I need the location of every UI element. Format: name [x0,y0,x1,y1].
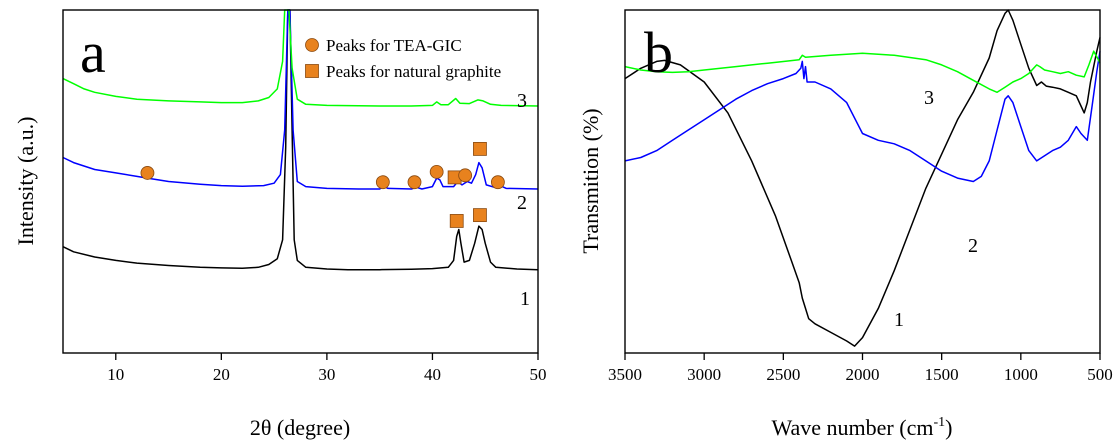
panel-b-series-label-2: 2 [968,235,978,257]
panel-a-x-tick-label: 50 [530,365,547,384]
panel-b-x-tick-label: 2000 [846,365,880,384]
panel-b-y-axis-label: Transmition (%) [578,108,603,253]
panel-b-x-axis-label-close: ) [945,415,952,440]
panel-a-series-label-2: 2 [517,192,527,214]
graphite-peak-marker [473,208,487,223]
panel-b-chart: 3500 3000 2500 2000 1500 1000 500 b Wave numbe… [578,9,1113,440]
panel-a-x-tick-label: 30 [318,365,335,384]
panel-b-series-layer [624,9,1101,347]
panel-b-x-ticks: 3500 3000 2500 2000 1500 1000 500 [608,353,1113,384]
legend-square-marker [305,64,319,78]
panel-b-series-3-line [624,50,1101,94]
panel-a-plot-frame [62,9,539,354]
panel-a-letter: a [80,20,106,85]
panel-a-y-axis-label: Intensity (a.u.) [13,117,38,246]
panel-b-plot-frame [624,9,1101,354]
panel-b-x-tick-label: 1500 [925,365,959,384]
panel-a-series-label-3: 3 [517,90,527,112]
tea-gic-peak-marker [490,175,505,190]
panel-a-series-3-line [62,9,539,107]
panel-b-x-axis-label: Wave number (cm-1) [772,415,953,440]
panel-b-series-2-line [624,51,1101,183]
panel-b-x-tick-label: 2500 [766,365,800,384]
tea-gic-peak-marker [429,164,444,179]
graphite-peak-marker [449,214,464,228]
panel-a-x-axis-label: 2θ (degree) [250,415,350,440]
panel-a-x-tick-label: 10 [107,365,124,384]
panel-a-peak-markers [140,142,505,228]
panel-a-x-tick-label: 40 [424,365,441,384]
tea-gic-peak-marker [140,166,155,180]
panel-b-x-tick-label: 3500 [608,365,642,384]
panel-a-x-ticks: 10 20 30 40 50 [107,353,547,384]
panel-a-series-layer [62,9,539,271]
tea-gic-peak-marker [375,175,390,190]
panel-b-x-tick-label: 500 [1087,365,1113,384]
legend-circle-marker [305,38,319,52]
panel-b-x-axis-label-superscript: -1 [933,415,945,430]
panel-a-legend: Peaks for TEA-GIC Peaks for natural grap… [305,36,501,81]
panel-b-series-1-line [624,9,1101,347]
legend-label-tea-gic: Peaks for TEA-GIC [326,36,462,55]
panel-a-series-label-1: 1 [520,288,530,310]
panel-a-chart: 10 20 30 40 50 a 2θ (degree) Intensity (a.u.… [13,9,547,440]
panel-b-series-label-3: 3 [924,87,934,109]
panel-b-series-label-1: 1 [894,309,904,331]
panel-b-x-tick-label: 3000 [687,365,721,384]
panel-b-x-tick-label: 1000 [1004,365,1038,384]
panel-b-letter: b [644,20,673,85]
panel-b-x-axis-label-text: Wave number (cm [772,415,934,440]
graphite-peak-marker [473,142,487,156]
legend-label-natural-graphite: Peaks for natural graphite [326,62,501,81]
tea-gic-peak-marker [407,175,422,190]
tea-gic-peak-marker [458,168,473,183]
panel-a-x-tick-label: 20 [213,365,230,384]
panel-a-series-1-line [62,9,539,271]
